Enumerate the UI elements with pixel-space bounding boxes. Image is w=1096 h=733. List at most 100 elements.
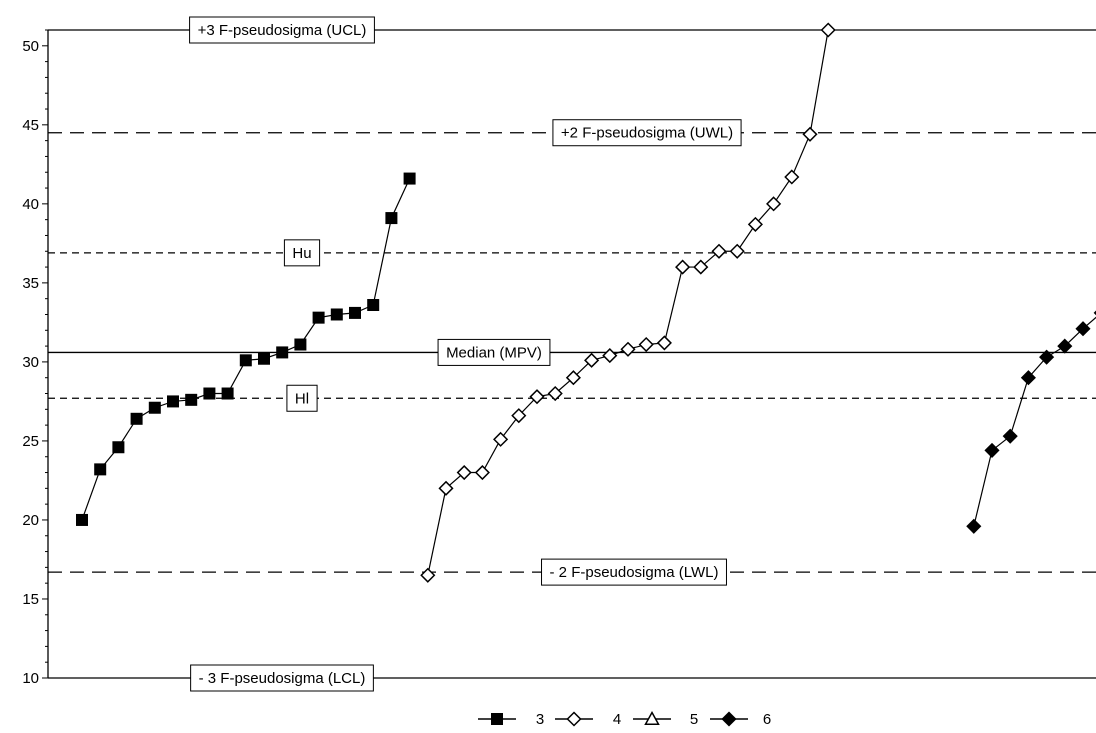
ref-label-text: Median (MPV): [446, 344, 542, 361]
reference-lines: +3 F-pseudosigma (UCL) +2 F-pseudosigma (…: [48, 16, 1096, 692]
data-point: [529, 389, 545, 405]
ref-label-median: Median (MPV): [437, 338, 551, 366]
series-line-4: [427, 29, 829, 576]
data-point: [802, 126, 818, 142]
legend-item-5: 5: [633, 710, 698, 728]
data-point: [385, 212, 398, 225]
data-point: [239, 354, 252, 367]
legend-label: 6: [763, 711, 771, 728]
data-point: [511, 408, 527, 424]
data-point: [747, 216, 763, 232]
series-line-3: [81, 178, 411, 521]
data-point: [403, 172, 416, 185]
data-point: [349, 306, 361, 319]
data-point: [1020, 370, 1036, 386]
data-point: [602, 348, 618, 364]
ref-label-hl: Hl: [286, 384, 318, 412]
ref-label-lcl: - 3 F-pseudosigma (LCL): [190, 664, 374, 692]
ref-label-box: [283, 239, 321, 267]
data-point: [1002, 428, 1018, 444]
data-point: [1057, 338, 1073, 354]
y-tick-label: 50: [22, 38, 39, 55]
ref-label-box: [189, 16, 375, 44]
data-point: [456, 464, 472, 481]
data-point: [547, 385, 563, 402]
legend-marker: [566, 711, 582, 727]
series-6: [966, 310, 1096, 534]
data-point: [638, 336, 654, 353]
series-layer: [76, 22, 1096, 583]
series-4: [420, 22, 836, 583]
data-point: [784, 169, 800, 185]
y-axis: 10 15 20 25 30 35 40 45 50: [22, 29, 49, 687]
data-point: [474, 464, 490, 481]
data-point: [984, 442, 1000, 458]
data-point: [312, 311, 325, 324]
ref-label-text: Hu: [292, 245, 311, 262]
ref-label-text: - 3 F-pseudosigma (LCL): [199, 670, 366, 687]
y-tick-label: 40: [22, 196, 39, 213]
ref-label-box: [541, 558, 727, 586]
ref-label-uwl: +2 F-pseudosigma (UWL): [552, 119, 742, 147]
legend-label: 5: [690, 711, 698, 728]
data-point: [185, 393, 198, 406]
data-point: [367, 299, 380, 312]
series-3: [76, 172, 416, 526]
data-point: [130, 412, 143, 425]
data-point: [966, 518, 982, 534]
data-point: [656, 335, 672, 351]
legend-item-6: 6: [710, 711, 771, 728]
data-point: [294, 338, 307, 351]
legend-marker: [644, 710, 660, 725]
ref-label-box: [552, 119, 742, 147]
ref-label-lwl: - 2 F-pseudosigma (LWL): [541, 558, 727, 586]
data-point: [330, 308, 343, 321]
y-tick-label: 10: [22, 670, 39, 687]
data-point: [729, 243, 745, 259]
data-point: [221, 387, 234, 400]
data-point: [438, 480, 454, 496]
data-point: [276, 346, 289, 359]
legend-marker: [721, 711, 737, 727]
data-point: [675, 259, 691, 275]
data-point: [820, 22, 836, 38]
y-tick-label: 25: [22, 433, 39, 450]
ref-label-text: +3 F-pseudosigma (UCL): [198, 22, 367, 39]
data-point: [167, 395, 179, 408]
ref-label-box: [190, 664, 374, 692]
data-point: [620, 341, 636, 357]
data-point: [76, 513, 88, 526]
ref-label-text: +2 F-pseudosigma (UWL): [561, 125, 733, 142]
legend-item-3: 3: [478, 711, 544, 728]
data-point: [1075, 321, 1091, 337]
y-tick-label: 35: [22, 275, 39, 292]
legend-marker: [491, 713, 503, 725]
y-tick-label: 45: [22, 117, 39, 134]
ref-label-hu: Hu: [283, 239, 321, 267]
data-point: [1039, 349, 1055, 365]
data-point: [258, 352, 270, 365]
data-point: [94, 463, 107, 476]
y-tick-label: 20: [22, 512, 39, 529]
data-point: [112, 441, 125, 454]
legend-label: 4: [613, 711, 621, 728]
data-point: [711, 243, 727, 259]
legend-item-4: 4: [555, 711, 621, 728]
data-point: [565, 370, 581, 386]
data-point: [420, 567, 436, 583]
legend-label: 3: [536, 711, 544, 728]
ref-label-box: [437, 338, 551, 366]
y-tick-label: 30: [22, 354, 39, 371]
data-point: [766, 196, 782, 212]
ref-label-text: - 2 F-pseudosigma (LWL): [550, 564, 719, 581]
ref-label-ucl: +3 F-pseudosigma (UCL): [189, 16, 375, 44]
data-point: [493, 431, 509, 447]
legend: 3 4 5 6: [478, 710, 771, 728]
y-tick-label: 15: [22, 591, 39, 608]
data-point: [203, 387, 216, 400]
ref-label-text: Hl: [295, 390, 309, 407]
data-point: [693, 259, 709, 275]
data-point: [148, 401, 161, 414]
ref-label-box: [286, 384, 318, 412]
